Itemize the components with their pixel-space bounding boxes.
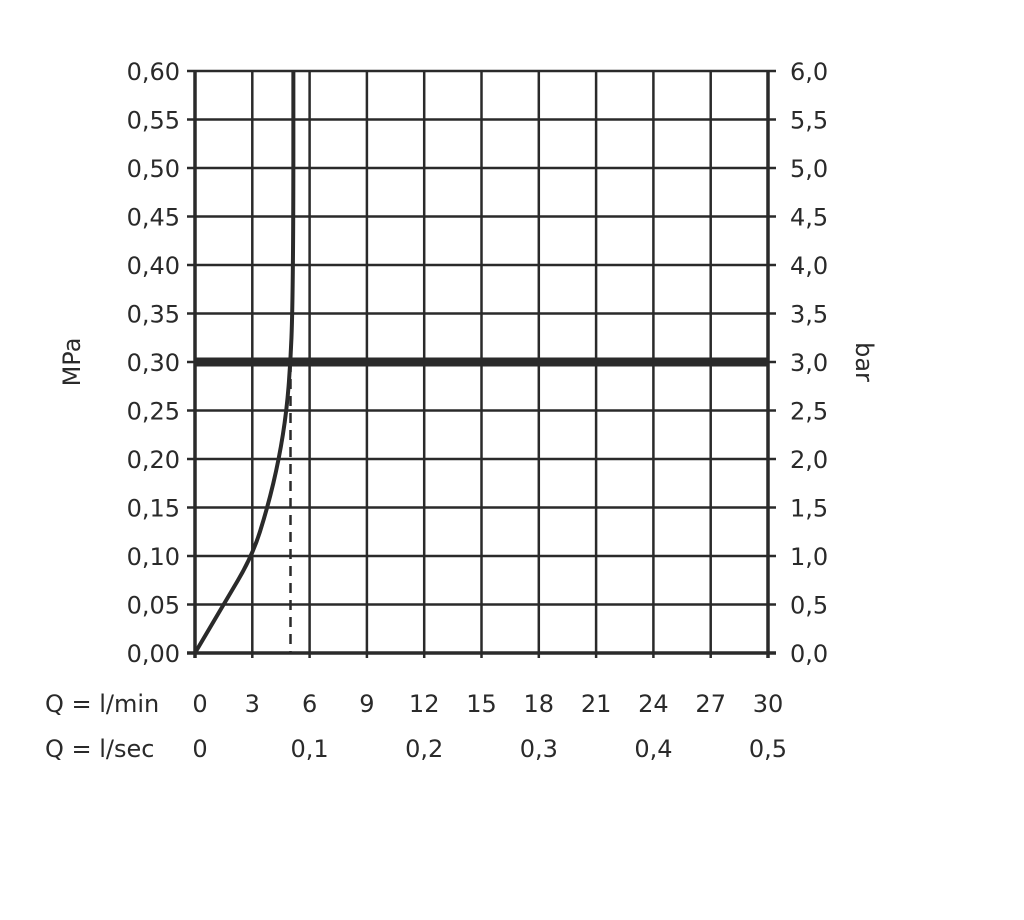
y2-tick-label: 4,0 <box>790 252 828 280</box>
y2-tick-label: 0,0 <box>790 640 828 668</box>
x-tick-label: 21 <box>581 690 612 718</box>
x2-tick-label: 0,2 <box>405 735 443 763</box>
x2-tick-label: 0,1 <box>291 735 329 763</box>
x-tick-label: 6 <box>302 690 317 718</box>
y-tick-label: 0,05 <box>127 592 180 620</box>
y-tick-label: 0,10 <box>127 543 180 571</box>
y-tick-label: 0,60 <box>127 58 180 86</box>
y-axis-label-left: MPa <box>58 338 86 387</box>
y2-tick-label: 1,0 <box>790 543 828 571</box>
x2-tick-label: 0,3 <box>520 735 558 763</box>
x-tick-label: 24 <box>638 690 669 718</box>
x-tick-label: 27 <box>695 690 726 718</box>
x-tick-label: 30 <box>753 690 784 718</box>
y2-tick-label: 4,5 <box>790 204 828 232</box>
pressure-flow-curve <box>193 71 296 655</box>
y-tick-label: 0,40 <box>127 252 180 280</box>
x-tick-label: 18 <box>524 690 555 718</box>
y2-tick-label: 5,0 <box>790 155 828 183</box>
x-tick-label: 3 <box>245 690 260 718</box>
y-axis-label-right: bar <box>850 342 878 382</box>
y-tick-label: 0,25 <box>127 398 180 426</box>
x2-tick-label: 0,4 <box>634 735 672 763</box>
y-tick-label: 0,55 <box>127 107 180 135</box>
x-tick-label: 12 <box>409 690 440 718</box>
x-tick-label: 9 <box>359 690 374 718</box>
x-axis-label-lsec: Q = l/sec <box>45 735 154 763</box>
y-tick-label: 0,20 <box>127 446 180 474</box>
y-tick-label: 0,30 <box>127 349 180 377</box>
y2-tick-label: 6,0 <box>790 58 828 86</box>
y2-tick-label: 2,5 <box>790 398 828 426</box>
x-tick-label: 0 <box>192 690 207 718</box>
y-tick-label: 0,15 <box>127 495 180 523</box>
y2-tick-label: 1,5 <box>790 495 828 523</box>
y2-tick-label: 3,5 <box>790 301 828 329</box>
y2-tick-label: 0,5 <box>790 592 828 620</box>
y-tick-label: 0,35 <box>127 301 180 329</box>
y-tick-label: 0,50 <box>127 155 180 183</box>
y2-tick-label: 2,0 <box>790 446 828 474</box>
y2-tick-label: 3,0 <box>790 349 828 377</box>
x2-tick-label: 0,5 <box>749 735 787 763</box>
y-tick-label: 0,00 <box>127 640 180 668</box>
y-tick-label: 0,45 <box>127 204 180 232</box>
y2-tick-label: 5,5 <box>790 107 828 135</box>
x-tick-label: 15 <box>466 690 497 718</box>
x-axis-label-lmin: Q = l/min <box>45 690 159 718</box>
x2-tick-label: 0 <box>192 735 207 763</box>
